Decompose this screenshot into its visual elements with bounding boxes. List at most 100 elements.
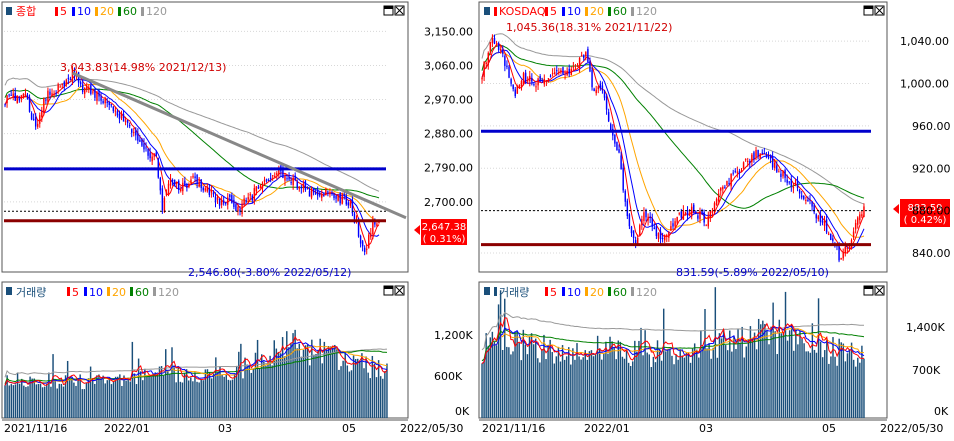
volume-bar: [85, 382, 88, 418]
y-tick: 1,200K: [434, 329, 473, 342]
volume-ma60-line: [4, 349, 388, 384]
volume-bar: [213, 373, 215, 418]
volume-bar: [121, 385, 123, 418]
candle-body: [786, 179, 788, 183]
candle-body: [489, 42, 492, 52]
left-price-plot: [4, 65, 407, 256]
close-icon[interactable]: [394, 285, 405, 296]
candle-body: [857, 217, 859, 225]
right-volume-legend: 거래량 5 10 20 60 120: [484, 286, 657, 299]
volume-bar: [386, 363, 388, 418]
volume-bar: [485, 333, 487, 418]
volume-bar: [340, 366, 342, 418]
candle-body: [229, 194, 231, 198]
candle-body: [705, 225, 707, 227]
legend-ma10: 10: [567, 286, 581, 299]
candle-body: [366, 248, 368, 250]
volume-bar: [685, 352, 688, 418]
volume-bar: [615, 359, 617, 418]
candle-body: [636, 237, 639, 245]
candle-body: [288, 176, 290, 180]
volume-bar: [493, 341, 496, 418]
window-icon[interactable]: [383, 5, 394, 16]
volume-bar: [50, 386, 52, 418]
volume-bar: [96, 375, 98, 418]
close-icon[interactable]: [394, 5, 405, 16]
left-volume-legend: 거래량 5 10 20 60 120: [6, 286, 179, 299]
close-icon[interactable]: [874, 5, 885, 16]
volume-bar: [693, 343, 696, 418]
volume-ma20-line: [4, 345, 388, 386]
volume-bar: [611, 341, 613, 418]
candle-body: [151, 156, 153, 162]
volume-bar: [31, 378, 33, 418]
candle-body: [180, 188, 182, 191]
volume-bar: [267, 362, 269, 418]
volume-bar: [321, 363, 323, 418]
candle-body: [529, 75, 531, 82]
volume-bar: [708, 343, 710, 418]
volume-bar: [528, 336, 531, 418]
window-icon[interactable]: [863, 5, 874, 16]
volume-bar: [648, 354, 650, 418]
candle-body: [200, 179, 202, 189]
volume-bar: [154, 372, 157, 418]
y-tick: 0K: [455, 405, 470, 418]
volume-bar: [514, 331, 516, 418]
volume-bar: [139, 371, 142, 418]
y-tick: 700K: [912, 364, 941, 377]
candle-body: [206, 187, 209, 192]
x-tick: 03: [218, 422, 232, 435]
candle-body: [830, 233, 832, 240]
candle-body: [821, 220, 824, 223]
candle-body: [182, 182, 184, 192]
candle-body: [502, 49, 504, 54]
candle-body: [558, 71, 560, 73]
candle-body: [576, 65, 579, 67]
window-icon[interactable]: [863, 285, 874, 296]
volume-bar: [98, 374, 100, 418]
volume-bar: [175, 382, 177, 418]
volume-bar: [799, 330, 801, 418]
volume-bar: [673, 364, 675, 418]
candle-body: [8, 94, 10, 96]
candle-body: [147, 149, 149, 156]
volume-bar: [377, 360, 380, 418]
volume-bar: [173, 365, 175, 418]
volume-bar: [819, 341, 822, 418]
candle-body: [863, 206, 865, 217]
candle-body: [133, 132, 135, 134]
volume-bar: [119, 374, 121, 418]
volume-bar: [662, 308, 665, 418]
volume-bar: [755, 349, 758, 418]
candle-body: [22, 93, 25, 98]
volume-bar: [803, 343, 805, 418]
volume-bar: [716, 357, 719, 418]
candle-body: [848, 245, 851, 248]
volume-bar: [367, 372, 369, 418]
volume-bar: [590, 350, 593, 418]
candle-body: [782, 171, 784, 177]
volume-bar: [171, 347, 173, 418]
candle-body: [312, 189, 315, 193]
candle-body: [626, 200, 629, 216]
candle-body: [86, 86, 88, 90]
volume-bar: [8, 385, 10, 418]
candle-body: [196, 174, 198, 184]
volume-bar: [240, 343, 242, 418]
volume-bar: [250, 372, 253, 418]
candle-body: [343, 194, 345, 196]
candle-body: [659, 231, 662, 240]
window-icon[interactable]: [383, 285, 394, 296]
candle-body: [292, 177, 294, 186]
close-icon[interactable]: [874, 285, 885, 296]
volume-bar: [797, 344, 799, 418]
volume-bar: [487, 345, 489, 418]
volume-bar: [844, 361, 847, 418]
volume-bar: [861, 345, 863, 418]
volume-bar: [183, 373, 186, 418]
volume-bar: [23, 385, 25, 418]
volume-bar: [784, 291, 787, 418]
candle-body: [53, 93, 55, 95]
